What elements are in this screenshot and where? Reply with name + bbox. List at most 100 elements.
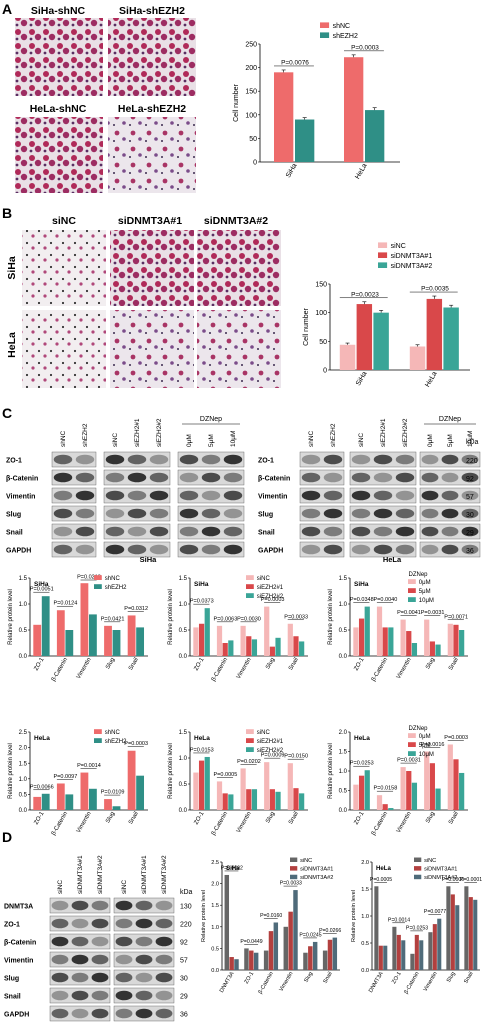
y-tick-label: 1.5 xyxy=(19,761,28,767)
x-tick-label: β-Catenin xyxy=(371,811,389,837)
bar xyxy=(112,630,121,656)
bar xyxy=(303,952,308,970)
bar xyxy=(251,789,258,810)
bar xyxy=(89,788,97,810)
x-tick-label: β-Catenin xyxy=(51,811,69,837)
kda-value: 130 xyxy=(180,904,192,911)
blot-band xyxy=(155,954,173,965)
legend-swatch xyxy=(94,575,102,580)
blot-band xyxy=(179,526,199,537)
col-label-1: siNC xyxy=(52,215,76,227)
bar xyxy=(468,897,473,970)
micrograph-b3 xyxy=(197,230,281,306)
x-tick-label: HeLa xyxy=(354,162,368,180)
bar xyxy=(411,643,418,656)
x-tick-label: Vimentin xyxy=(396,657,413,680)
p-value: P=0.0063 xyxy=(214,616,238,622)
p-value: P=0.0023 xyxy=(351,291,379,298)
cell-line-tag: SiHa xyxy=(194,581,209,588)
blot-band xyxy=(135,918,153,929)
cell-line-tag: SiHa xyxy=(354,581,369,588)
blot-band xyxy=(373,526,393,537)
panel-letter-a: A xyxy=(2,1,12,17)
bar xyxy=(378,945,383,970)
legend-label: siNC xyxy=(424,858,436,864)
cell-line-tag: HeLa xyxy=(34,735,50,742)
x-tick-label: β-Catenin xyxy=(211,657,229,683)
y-tick-label: 0.5 xyxy=(19,628,28,634)
bar xyxy=(414,934,419,970)
bar xyxy=(424,619,430,656)
legend-swatch xyxy=(408,597,416,602)
blot-col-label: siEZH2#2 xyxy=(402,418,409,447)
micrograph-a2 xyxy=(108,18,196,96)
bar xyxy=(344,57,364,162)
blot-band xyxy=(201,544,221,555)
x-tick-label: ZO-1 xyxy=(33,810,45,825)
legend-swatch xyxy=(408,579,416,584)
micrograph-b5 xyxy=(110,310,194,388)
blot-row-label: ZO-1 xyxy=(6,458,22,465)
bar xyxy=(401,940,406,970)
y-tick-label: 1.5 xyxy=(211,903,219,909)
y-tick-label: 1.5 xyxy=(179,730,188,736)
blot-band xyxy=(115,1008,133,1019)
blot-band xyxy=(127,454,147,465)
y-tick-label: 1.0 xyxy=(339,602,348,608)
kda-value: 57 xyxy=(180,958,188,965)
bar xyxy=(275,791,281,810)
bar xyxy=(253,952,259,970)
bar xyxy=(450,894,455,970)
blot-band xyxy=(53,454,73,465)
bar xyxy=(240,625,246,656)
x-tick-label: β-Catenin xyxy=(371,657,389,683)
quant-chart: 0.0 0.5 1.0 1.5 Relative protein level ZO-1 P=… xyxy=(328,572,468,683)
bar xyxy=(193,772,199,810)
p-value: P=0.0158 xyxy=(374,786,398,792)
blot-band xyxy=(201,490,221,501)
bar xyxy=(435,644,441,656)
cell-line-tag: HeLa xyxy=(376,865,392,872)
legend-swatch xyxy=(94,729,102,734)
y-tick-label: 0.0 xyxy=(339,654,348,660)
x-tick-label: β-Catenin xyxy=(211,811,229,837)
cell-line-tag: SiHa xyxy=(226,865,240,872)
y-tick-label: 2.5 xyxy=(211,860,219,866)
bar xyxy=(400,619,406,656)
y-tick-label: 1.5 xyxy=(339,576,348,582)
y-tick-label: 50 xyxy=(249,136,257,143)
x-tick-label: Slug xyxy=(105,657,116,670)
panel-c: C shNC shEZH2 siNC siEZH2#1 siEZH2#2 0μM 5μM 10… xyxy=(2,405,481,837)
bar xyxy=(216,625,223,656)
blot-band xyxy=(115,990,133,1001)
quant-chart: 0.0 0.5 1.0 1.5 Relative protein level ZO-1 P=… xyxy=(8,575,148,683)
blot-band xyxy=(127,472,147,483)
bar xyxy=(293,788,299,810)
legend-label: shNC xyxy=(333,23,351,30)
p-value: P=0.0077 xyxy=(424,909,446,915)
bar xyxy=(455,905,460,970)
bar xyxy=(373,312,389,370)
legend-label: siDNMT3A#2 xyxy=(300,875,333,881)
blot-band xyxy=(461,454,479,465)
y-tick-label: 0.0 xyxy=(19,654,28,660)
y-tick-label: 0.5 xyxy=(339,789,348,795)
bar xyxy=(204,608,210,656)
blot-col-label: 10μM xyxy=(467,431,474,447)
micrograph-a3 xyxy=(15,117,103,193)
micrograph-b2 xyxy=(110,230,194,306)
blot-band xyxy=(421,490,439,501)
blot-band xyxy=(91,936,109,947)
blot-band xyxy=(51,972,69,983)
p-value: P=0.0153 xyxy=(190,747,214,753)
kda-value: 30 xyxy=(180,976,188,983)
blot-band xyxy=(441,544,459,555)
image-label-1: SiHa-shNC xyxy=(31,5,86,17)
p-value: P=0.0003 xyxy=(124,741,148,747)
p-value: P=0.0014 xyxy=(388,917,410,923)
blot-band xyxy=(75,490,95,501)
legend-label: shEZH2 xyxy=(333,33,358,40)
image-label-2: SiHa-shEZH2 xyxy=(119,5,185,17)
legend-swatch xyxy=(378,242,388,248)
